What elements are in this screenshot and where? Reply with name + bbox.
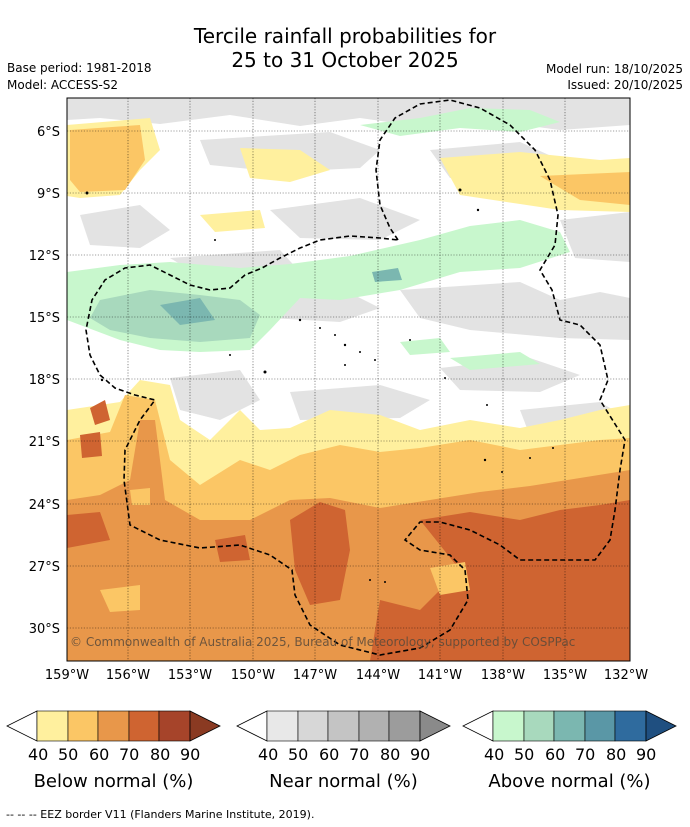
issued-date: Issued: 20/10/2025 <box>567 78 683 92</box>
tick: 50 <box>514 745 535 764</box>
copyright-notice: © Commonwealth of Australia 2025, Bureau… <box>70 635 575 649</box>
colorbar-below-swatch <box>128 710 160 742</box>
lat-label: 27°S <box>29 560 60 575</box>
colorbar-above-swatch <box>584 710 616 742</box>
colorbar-above-swatch <box>553 710 586 742</box>
lon-label: 153°W <box>168 668 212 683</box>
lon-label: 159°W <box>45 668 89 683</box>
lon-label: 156°W <box>106 668 150 683</box>
colorbar-above-swatch <box>492 710 525 742</box>
lat-label: 24°S <box>29 498 60 513</box>
probability-field <box>67 98 630 661</box>
lat-label: 30°S <box>29 622 60 637</box>
near-normal-title: Near normal (%) <box>269 771 418 792</box>
base-period: Base period: 1981-2018 <box>7 61 152 75</box>
colorbar-near-swatch <box>388 710 421 742</box>
tick: 50 <box>288 745 309 764</box>
model-run: Model run: 18/10/2025 <box>545 62 683 76</box>
tick: 90 <box>410 745 431 764</box>
model-name: Model: ACCESS-S2 <box>7 78 119 92</box>
lon-label: 150°W <box>231 668 275 683</box>
above-normal-title: Above normal (%) <box>488 771 651 792</box>
tick: 70 <box>119 745 140 764</box>
colorbar-near-min-arrow <box>236 710 268 742</box>
colorbar-near-max-arrow <box>419 710 451 742</box>
colorbar-near-swatch <box>327 710 360 742</box>
lon-label: 138°W <box>481 668 525 683</box>
lon-label: 135°W <box>543 668 587 683</box>
tick: 70 <box>349 745 370 764</box>
colorbar-below <box>6 710 221 742</box>
colorbar-below-swatch <box>36 710 69 742</box>
tick: 90 <box>636 745 657 764</box>
colorbar-below-swatch <box>67 710 99 742</box>
tick: 40 <box>28 745 49 764</box>
lat-label: 9°S <box>37 187 60 202</box>
lon-label: 147°W <box>293 668 337 683</box>
tick: 80 <box>606 745 627 764</box>
colorbar-below-swatch <box>158 710 191 742</box>
colorbar-near-swatch <box>297 710 329 742</box>
colorbar-above-swatch <box>614 710 647 742</box>
lat-label: 6°S <box>37 125 60 140</box>
tick: 60 <box>545 745 566 764</box>
tick: 50 <box>58 745 79 764</box>
colorbar-above-min-arrow <box>462 710 494 742</box>
lat-label: 21°S <box>29 435 60 450</box>
lat-label: 15°S <box>29 311 60 326</box>
colorbar-near <box>236 710 451 742</box>
lon-label: 144°W <box>356 668 400 683</box>
colorbar-below-max-arrow <box>189 710 221 742</box>
below-normal-title: Below normal (%) <box>33 771 194 792</box>
colorbar-above-swatch <box>523 710 555 742</box>
title-line-1: Tercile rainfall probabilities for <box>193 24 497 48</box>
tick: 80 <box>150 745 171 764</box>
colorbar-below-swatch <box>97 710 130 742</box>
colorbar-near-swatch <box>358 710 390 742</box>
colorbar-above-max-arrow <box>645 710 677 742</box>
tick: 40 <box>484 745 505 764</box>
title-line-2: 25 to 31 October 2025 <box>231 48 459 72</box>
latitude-labels: 6°S 9°S 12°S 15°S 18°S 21°S 24°S 27°S 30… <box>29 125 60 637</box>
tick: 80 <box>380 745 401 764</box>
lat-label: 18°S <box>29 373 60 388</box>
tick: 60 <box>89 745 110 764</box>
tick: 70 <box>575 745 596 764</box>
island-markers <box>85 188 554 583</box>
tick: 90 <box>180 745 201 764</box>
map-frame <box>66 97 631 662</box>
lon-label: 141°W <box>418 668 462 683</box>
colorbar-near-swatch <box>266 710 299 742</box>
lat-label: 12°S <box>29 249 60 264</box>
longitude-labels: 159°W 156°W 153°W 150°W 147°W 144°W 141°… <box>45 668 648 683</box>
lon-label: 132°W <box>604 668 648 683</box>
tick: 40 <box>258 745 279 764</box>
colorbar-below-min-arrow <box>6 710 38 742</box>
eez-footer-note: -- -- -- EEZ border V11 (Flanders Marine… <box>6 808 315 821</box>
tick: 60 <box>319 745 340 764</box>
colorbar-above <box>462 710 677 742</box>
